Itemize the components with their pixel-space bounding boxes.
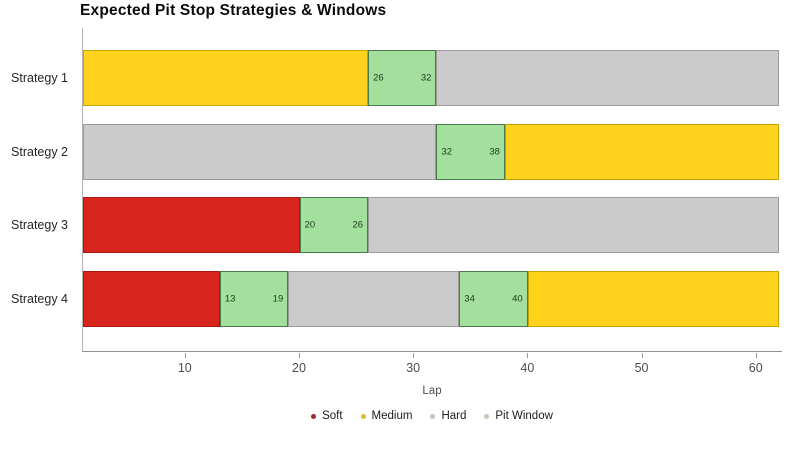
x-tick-mark: [184, 353, 186, 358]
legend-marker-icon: [430, 413, 436, 419]
x-tick-mark: [413, 353, 415, 358]
y-axis-label: Strategy 2: [11, 144, 68, 159]
pit-window-end-lap: 38: [489, 145, 500, 157]
pit-window-segment: 26 32: [368, 50, 437, 106]
legend: Soft Medium Hard Pit Window: [82, 410, 782, 422]
x-tick-label: 10: [177, 361, 192, 375]
medium-stint-segment: [527, 270, 779, 327]
soft-stint-segment: [83, 270, 220, 327]
pit-window-end-lap: 32: [420, 72, 432, 84]
x-tick-label: 40: [520, 361, 535, 375]
legend-item-pit-window: Pit Window: [484, 410, 553, 422]
pit-window-end-lap: 19: [272, 292, 284, 304]
pit-window-start-lap: 26: [373, 72, 384, 84]
soft-stint-segment: [83, 197, 300, 253]
hard-stint-segment: [288, 270, 460, 327]
pit-window-segment: 13 19: [219, 270, 289, 327]
legend-label: Hard: [441, 410, 467, 422]
pit-window-start-lap: 20: [304, 219, 316, 231]
legend-marker-icon: [311, 413, 317, 419]
hard-stint-segment: [436, 50, 779, 106]
x-axis: 10 20 30 40 50 60: [82, 353, 782, 393]
legend-marker-icon: [360, 413, 366, 419]
medium-stint-segment: [83, 50, 369, 106]
y-axis-labels: Strategy 1 Strategy 2 Strategy 3 Strategy 4: [0, 28, 75, 352]
y-axis-label: Strategy 3: [11, 218, 68, 232]
x-tick-mark: [298, 353, 300, 358]
legend-item-soft: Soft: [311, 410, 343, 422]
strategy-bar-row: 13 19 34 40: [83, 270, 782, 327]
pit-window-segment: 20 26: [299, 197, 369, 253]
pit-window-segment: 32 38: [436, 123, 505, 180]
x-tick-mark: [641, 353, 643, 358]
legend-item-hard: Hard: [430, 410, 466, 422]
x-tick-mark: [755, 353, 757, 358]
legend-label: Pit Window: [495, 410, 553, 422]
legend-item-medium: Medium: [360, 410, 413, 422]
legend-label: Soft: [322, 410, 343, 422]
x-tick-label: 20: [292, 361, 306, 375]
pit-window-end-lap: 40: [512, 292, 523, 304]
strategy-bar-row: 20 26: [83, 197, 782, 253]
strategy-bar-row: 32 38: [83, 123, 782, 180]
pit-window-segment: 34 40: [459, 270, 528, 327]
hard-stint-segment: [368, 197, 779, 253]
plot-area: 26 32 32 38 20 26 13 19 34 40: [82, 28, 782, 352]
x-tick-label: 30: [406, 361, 421, 375]
y-axis-label: Strategy 4: [11, 291, 68, 306]
y-axis-label: Strategy 1: [11, 71, 68, 85]
medium-stint-segment: [504, 123, 779, 180]
pit-window-end-lap: 26: [352, 219, 364, 231]
pit-window-start-lap: 32: [441, 145, 453, 157]
x-axis-title: Lap: [422, 385, 442, 397]
chart-title: Expected Pit Stop Strategies & Windows: [80, 2, 387, 19]
pit-window-start-lap: 13: [224, 292, 236, 304]
strategy-bar-row: 26 32: [83, 50, 782, 106]
x-tick-mark: [527, 353, 529, 358]
legend-label: Medium: [371, 410, 413, 422]
legend-marker-icon: [484, 413, 490, 419]
hard-stint-segment: [83, 123, 437, 180]
x-tick-label: 50: [634, 361, 649, 375]
pit-window-start-lap: 34: [464, 292, 475, 304]
x-tick-label: 60: [748, 361, 763, 375]
